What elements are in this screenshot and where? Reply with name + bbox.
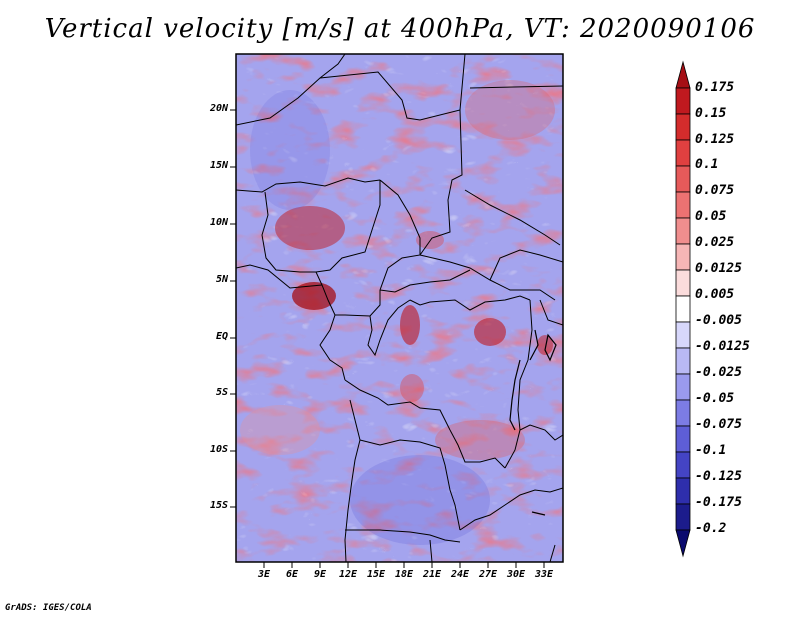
colorbar-label: -0.2 xyxy=(695,521,727,536)
colorbar-segment xyxy=(675,217,691,245)
colorbar-label: -0.025 xyxy=(695,365,742,380)
colorbar-label: 0.025 xyxy=(695,235,735,250)
lon-label-27e: 27E xyxy=(478,569,498,580)
colorbar-label: 0.15 xyxy=(695,106,727,121)
colorbar-segment xyxy=(675,60,691,89)
colorbar-label: 0.005 xyxy=(695,287,735,302)
colorbar-segment xyxy=(675,243,691,271)
colorbar-segment xyxy=(675,373,691,401)
lat-label-10n: 10N xyxy=(209,217,228,228)
colorbar-segment xyxy=(675,295,691,323)
lon-label-33e: 33E xyxy=(534,569,554,580)
colorbar-label: -0.1 xyxy=(695,443,727,458)
lon-label-30e: 30E xyxy=(506,569,526,580)
colorbar-segment xyxy=(675,425,691,453)
colorbar-label: -0.0125 xyxy=(695,339,750,354)
colorbar-segment xyxy=(675,87,691,115)
colorbar-segment xyxy=(675,503,691,531)
lon-label-21e: 21E xyxy=(422,569,442,580)
colorbar-label: 0.05 xyxy=(695,209,727,224)
country-borders xyxy=(236,54,563,562)
lat-label-eq: EQ xyxy=(215,331,228,342)
colorbar-segment xyxy=(675,191,691,219)
lon-label-15e: 15E xyxy=(366,569,386,580)
colorbar-label: -0.125 xyxy=(695,469,742,484)
colorbar-label: -0.05 xyxy=(695,391,735,406)
lat-label-10s: 10S xyxy=(209,444,228,455)
lon-label-24e: 24E xyxy=(450,569,470,580)
lon-label-18e: 18E xyxy=(394,569,414,580)
colorbar-segment xyxy=(675,139,691,167)
colorbar-segment xyxy=(675,165,691,193)
map-frame xyxy=(235,53,564,563)
colorbar-label: -0.005 xyxy=(695,313,742,328)
colorbar-label: 0.1 xyxy=(695,157,719,172)
vertical-velocity-field xyxy=(236,54,563,562)
colorbar-segment xyxy=(675,321,691,349)
colorbar-segment xyxy=(675,347,691,375)
lat-label-5s: 5S xyxy=(215,387,228,398)
colorbar-segment xyxy=(675,451,691,479)
lon-label-9e: 9E xyxy=(313,569,327,580)
axis-ticks xyxy=(230,109,545,568)
colorbar-label: -0.175 xyxy=(695,495,742,510)
figure-title: Vertical velocity [m/s] at 400hPa, VT: 2… xyxy=(44,14,756,44)
colorbar-segment xyxy=(675,477,691,505)
lat-label-20n: 20N xyxy=(209,103,228,114)
lon-label-3e: 3E xyxy=(257,569,271,580)
colorbar-label: 0.075 xyxy=(695,183,735,198)
colorbar-label: 0.0125 xyxy=(695,261,742,276)
lat-label-15s: 15S xyxy=(209,500,228,511)
lake-outlines xyxy=(509,329,557,516)
colorbar-segment xyxy=(675,399,691,427)
colorbar-label: 0.175 xyxy=(695,80,735,95)
colorbar xyxy=(675,60,691,558)
lat-label-15n: 15N xyxy=(209,160,228,171)
lat-label-5n: 5N xyxy=(215,274,228,285)
colorbar-segment xyxy=(675,113,691,141)
colorbar-label: 0.125 xyxy=(695,132,735,147)
lon-label-6e: 6E xyxy=(285,569,299,580)
lon-label-12e: 12E xyxy=(338,569,358,580)
grads-credit: GrADS: IGES/COLA xyxy=(5,603,92,613)
colorbar-label: -0.075 xyxy=(695,417,742,432)
colorbar-segment xyxy=(675,269,691,297)
colorbar-segment xyxy=(675,529,691,558)
